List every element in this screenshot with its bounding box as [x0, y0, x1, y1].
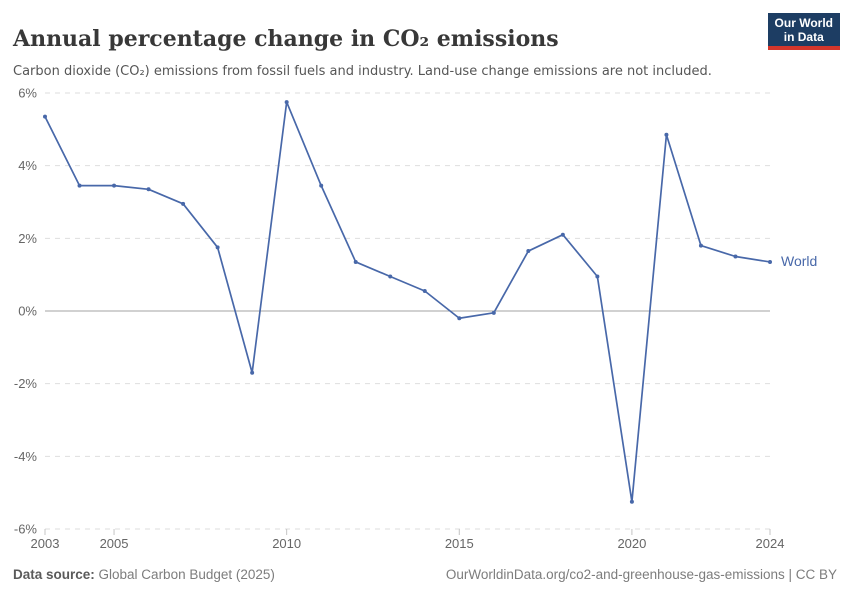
data-point[interactable] — [77, 183, 82, 188]
data-point[interactable] — [112, 183, 117, 188]
data-point[interactable] — [698, 243, 703, 248]
data-point[interactable] — [768, 259, 772, 264]
data-point[interactable] — [595, 274, 600, 279]
data-point[interactable] — [629, 499, 634, 504]
x-axis-tick-label: 2015 — [445, 536, 474, 551]
data-point[interactable] — [491, 310, 496, 315]
owid-logo-line2: in Data — [783, 30, 824, 44]
data-point[interactable] — [250, 370, 255, 375]
data-point[interactable] — [181, 201, 186, 206]
y-axis-tick-label: 6% — [18, 86, 37, 101]
chart-subtitle: Carbon dioxide (CO₂) emissions from foss… — [13, 64, 712, 79]
page-title: Annual percentage change in CO₂ emission… — [13, 25, 559, 52]
data-point[interactable] — [353, 259, 358, 264]
data-point[interactable] — [319, 183, 324, 188]
data-source-label: Data source: — [13, 567, 95, 582]
y-axis-tick-label: 4% — [18, 158, 37, 173]
x-axis-tick-label: 2005 — [100, 536, 129, 551]
data-source: Data source: Global Carbon Budget (2025) — [13, 567, 275, 582]
chart-footer: Data source: Global Carbon Budget (2025)… — [13, 567, 837, 582]
data-source-value: Global Carbon Budget (2025) — [94, 567, 275, 582]
data-point[interactable] — [526, 249, 531, 254]
x-axis-tick-label: 2020 — [617, 536, 646, 551]
line-chart[interactable]: 6% 4% 2% 0% -2% -4% -6%2003 2005 2010 2015 2020 202… — [0, 80, 850, 570]
y-axis-tick-label: 2% — [18, 231, 37, 246]
series-end-label[interactable]: World — [781, 252, 818, 269]
data-point[interactable] — [43, 114, 47, 119]
y-axis-tick-label: 0% — [18, 304, 37, 319]
y-axis-tick-label: -2% — [14, 376, 38, 391]
credit-link[interactable]: OurWorldinData.org/co2-and-greenhouse-ga… — [445, 567, 837, 582]
x-axis-tick-label: 2003 — [31, 536, 60, 551]
owid-logo[interactable]: Our World in Data — [767, 13, 840, 50]
owid-logo-line1: Our World — [774, 16, 833, 30]
y-axis-tick-label: -6% — [14, 521, 38, 536]
data-point[interactable] — [664, 132, 669, 137]
y-axis-tick-label: -4% — [14, 449, 38, 464]
data-point[interactable] — [457, 316, 462, 321]
x-axis-tick-label: 2024 — [756, 536, 785, 551]
data-point[interactable] — [284, 100, 289, 105]
data-point[interactable] — [733, 254, 738, 259]
data-point[interactable] — [146, 187, 151, 192]
world-series-line[interactable] — [44, 101, 771, 503]
data-point[interactable] — [215, 245, 220, 250]
data-point[interactable] — [560, 232, 565, 237]
data-point[interactable] — [422, 289, 427, 294]
x-axis-tick-label: 2010 — [272, 536, 301, 551]
data-point[interactable] — [388, 274, 393, 279]
